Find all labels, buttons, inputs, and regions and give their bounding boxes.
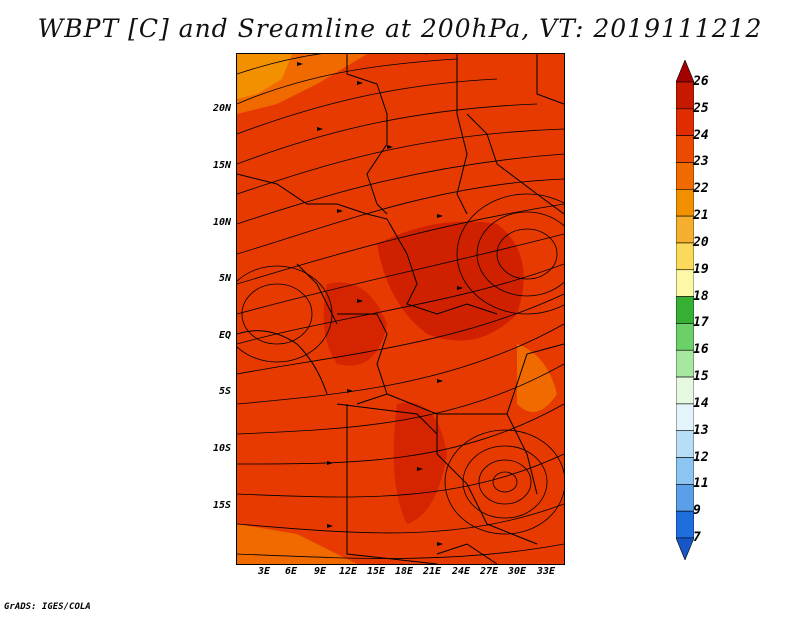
colorbar-label: 15 — [693, 369, 709, 385]
x-tick-label: 27E — [479, 566, 499, 577]
map-title: WBPT [C] and Sreamline at 200hPa, VT: 20… — [37, 14, 763, 43]
streamlines — [237, 54, 564, 559]
temp-region-sw — [237, 524, 357, 564]
colorbar-cell — [676, 135, 694, 163]
y-tick-label: EQ — [218, 330, 231, 341]
colorbar-label: 13 — [693, 422, 709, 438]
map-panel[interactable] — [236, 53, 565, 565]
colorbar — [676, 60, 694, 560]
x-tick-label: 12E — [338, 566, 358, 577]
country-borders — [237, 54, 564, 564]
colorbar-top-triangle — [676, 60, 694, 83]
colorbar-cell — [676, 108, 694, 136]
colorbar-cell — [676, 376, 694, 405]
colorbar-cell — [676, 242, 694, 271]
y-tick-label: 15N — [212, 160, 231, 171]
colorbar-cell — [676, 323, 694, 351]
temp-region-south — [393, 402, 447, 524]
colorbar-cell — [676, 484, 694, 512]
colorbar-label: 22 — [693, 181, 709, 197]
x-tick-label: 3E — [257, 566, 271, 577]
colorbar-label: 14 — [693, 395, 709, 411]
colorbar-cell — [676, 188, 694, 217]
colorbar-cell — [676, 457, 694, 485]
colorbar-cell — [676, 510, 694, 539]
x-tick-label: 24E — [451, 566, 471, 577]
colorbar-bottom-triangle — [676, 537, 694, 560]
streamline-arrows — [297, 62, 463, 546]
colorbar-label: 11 — [693, 476, 709, 492]
colorbar-label: 26 — [693, 74, 709, 89]
colorbar-cell — [676, 269, 694, 297]
x-tick-label: 21E — [422, 566, 442, 577]
x-tick-label: 15E — [366, 566, 386, 577]
colorbar-cell — [676, 81, 694, 110]
y-tick-label: 20N — [212, 103, 231, 114]
colorbar-cell — [676, 349, 694, 378]
grads-credit: GrADS: IGES/COLA — [4, 602, 91, 612]
temp-region-congo — [323, 282, 387, 366]
x-tick-label: 18E — [394, 566, 414, 577]
map-svg — [237, 54, 564, 564]
colorbar-label: 17 — [693, 315, 709, 331]
colorbar-label: 25 — [693, 100, 709, 116]
colorbar-cell — [676, 403, 694, 432]
colorbar-label: 24 — [693, 127, 709, 143]
colorbar-label: 21 — [693, 208, 709, 224]
colorbar-label: 19 — [693, 261, 709, 277]
y-tick-label: 5N — [218, 273, 231, 284]
x-tick-label: 9E — [313, 566, 327, 577]
x-tick-label: 6E — [284, 566, 298, 577]
colorbar-cell — [676, 162, 694, 190]
y-tick-label: 10S — [212, 443, 231, 454]
colorbar-label: 16 — [693, 342, 709, 358]
y-tick-label: 10N — [212, 217, 231, 228]
y-tick-label: 15S — [212, 500, 231, 511]
y-tick-label: 5S — [218, 386, 231, 397]
colorbar-cell — [676, 296, 694, 324]
colorbar-cell — [676, 215, 694, 244]
colorbar-label: 20 — [693, 234, 709, 250]
colorbar-label: 12 — [693, 449, 709, 465]
colorbar-label: 18 — [693, 288, 709, 304]
colorbar-label: 23 — [693, 154, 709, 170]
colorbar-label: 7 — [693, 530, 701, 545]
colorbar-label: 9 — [693, 503, 701, 519]
temp-region-nw-core — [237, 54, 292, 99]
x-tick-label: 33E — [536, 566, 556, 577]
x-tick-label: 30E — [507, 566, 527, 577]
colorbar-cell — [676, 430, 694, 458]
